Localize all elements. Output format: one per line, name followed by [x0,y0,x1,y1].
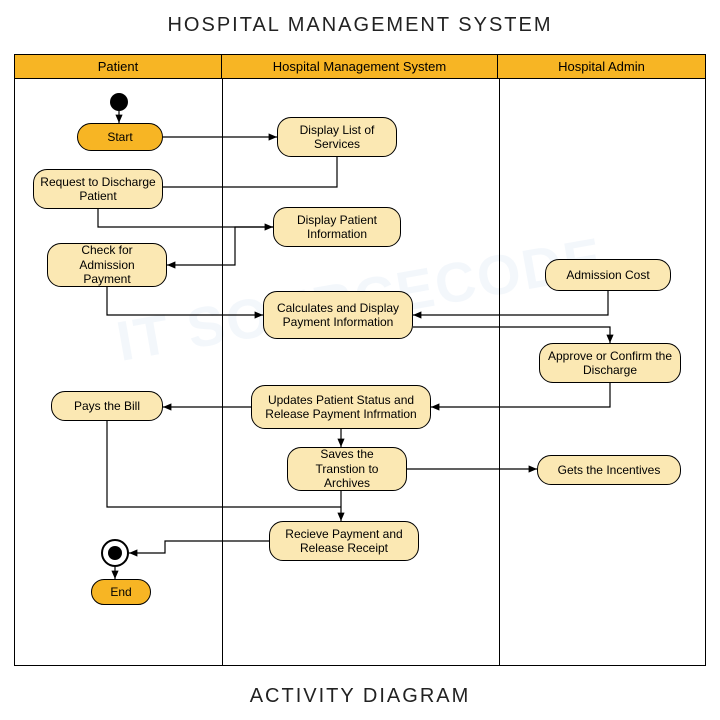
activity-node-approve: Approve or Confirm the Discharge [539,343,681,383]
edge-4 [167,227,273,265]
end-node-icon [101,539,129,567]
activity-node-check_pay: Check for Admission Payment [47,243,167,287]
swimlane-container: IT SOURCECODE Patient Hospital Managemen… [14,54,706,666]
activity-node-disp_services: Display List of Services [277,117,397,157]
activity-node-start: Start [77,123,163,151]
edge-6 [413,291,608,315]
activity-node-req_discharge: Request to Discharge Patient [33,169,163,209]
activity-node-update_status: Updates Patient Status and Release Payme… [251,385,431,429]
activity-node-adm_cost: Admission Cost [545,259,671,291]
activity-node-incentives: Gets the Incentives [537,455,681,485]
lane-divider-0 [222,79,223,665]
edge-7 [413,327,610,343]
page-title: HOSPITAL MANAGEMENT SYSTEM [0,0,720,47]
activity-node-saves: Saves the Transtion to Archives [287,447,407,491]
end-node-inner-icon [108,546,122,560]
edge-8 [431,383,610,407]
lane-header-admin: Hospital Admin [498,55,705,78]
footer-title: ACTIVITY DIAGRAM [0,673,720,720]
start-node-icon [110,93,128,111]
lanes-body: Start Display List of Services Request to … [15,79,705,665]
lane-header-row: Patient Hospital Management System Hospi… [15,55,705,79]
activity-node-receipt: Recieve Payment and Release Receipt [269,521,419,561]
lane-header-patient: Patient [15,55,222,78]
edge-5 [107,287,263,315]
activity-node-calc_pay: Calculates and Display Payment Informati… [263,291,413,339]
edge-14 [129,541,269,553]
edge-3 [98,209,273,227]
activity-node-end: End [91,579,151,605]
activity-node-disp_patient: Display Patient Information [273,207,401,247]
lane-divider-1 [499,79,500,665]
activity-node-pays_bill: Pays the Bill [51,391,163,421]
lane-header-hms: Hospital Management System [222,55,498,78]
